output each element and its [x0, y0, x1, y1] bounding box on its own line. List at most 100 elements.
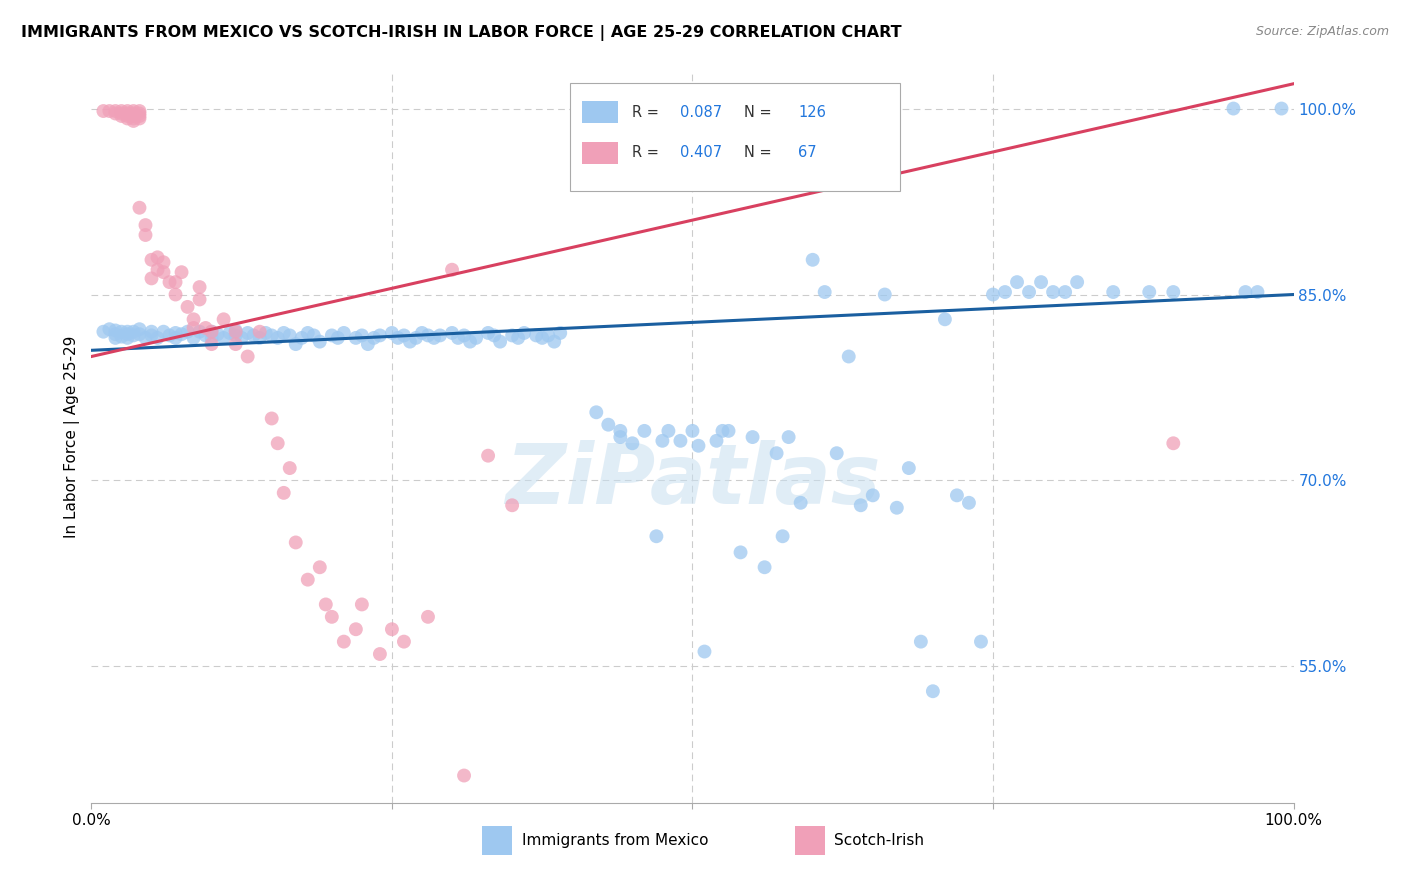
- Text: IMMIGRANTS FROM MEXICO VS SCOTCH-IRISH IN LABOR FORCE | AGE 25-29 CORRELATION CH: IMMIGRANTS FROM MEXICO VS SCOTCH-IRISH I…: [21, 25, 901, 41]
- Point: [267, 331, 290, 345]
- Point: [392, 328, 415, 343]
- Point: [104, 106, 127, 120]
- Point: [128, 201, 150, 215]
- Text: 67: 67: [799, 145, 817, 160]
- Point: [134, 331, 156, 345]
- Point: [344, 622, 367, 636]
- Point: [693, 644, 716, 658]
- Text: 0.087: 0.087: [681, 105, 723, 120]
- Point: [159, 328, 181, 343]
- Point: [308, 334, 330, 349]
- Point: [717, 424, 740, 438]
- Point: [152, 265, 174, 279]
- Point: [165, 275, 187, 289]
- Point: [957, 496, 980, 510]
- Bar: [482, 826, 512, 855]
- Point: [458, 334, 481, 349]
- Point: [326, 331, 349, 345]
- Point: [657, 424, 679, 438]
- Point: [284, 337, 307, 351]
- Point: [405, 331, 427, 345]
- Point: [183, 331, 205, 345]
- Point: [117, 327, 139, 342]
- Point: [1246, 285, 1268, 299]
- Text: 0.407: 0.407: [681, 145, 723, 160]
- Point: [297, 326, 319, 340]
- Point: [110, 103, 132, 118]
- Point: [399, 334, 422, 349]
- Point: [849, 498, 872, 512]
- Point: [645, 529, 668, 543]
- Point: [260, 411, 283, 425]
- Point: [194, 321, 217, 335]
- Point: [477, 449, 499, 463]
- Point: [273, 326, 295, 340]
- Point: [416, 610, 439, 624]
- Point: [117, 106, 139, 120]
- Point: [122, 112, 145, 126]
- Point: [897, 461, 920, 475]
- Point: [543, 334, 565, 349]
- Point: [122, 106, 145, 120]
- Point: [93, 325, 115, 339]
- Point: [1066, 275, 1088, 289]
- Point: [267, 436, 290, 450]
- Point: [321, 328, 343, 343]
- Point: [873, 287, 896, 301]
- Point: [1161, 436, 1184, 450]
- Point: [741, 430, 763, 444]
- Point: [165, 326, 187, 340]
- Point: [886, 500, 908, 515]
- Point: [333, 634, 356, 648]
- Point: [994, 285, 1017, 299]
- Point: [633, 424, 655, 438]
- Point: [134, 227, 156, 242]
- Point: [453, 328, 475, 343]
- Point: [392, 634, 415, 648]
- Point: [350, 598, 373, 612]
- Point: [357, 337, 380, 351]
- Point: [423, 331, 446, 345]
- Point: [688, 439, 710, 453]
- Point: [242, 328, 264, 343]
- Point: [621, 436, 644, 450]
- Point: [501, 498, 523, 512]
- Point: [315, 598, 337, 612]
- Point: [730, 545, 752, 559]
- Point: [1005, 275, 1028, 289]
- Point: [922, 684, 945, 698]
- Point: [1270, 102, 1292, 116]
- Text: N =: N =: [744, 105, 776, 120]
- Point: [128, 112, 150, 126]
- Point: [862, 488, 884, 502]
- Point: [93, 103, 115, 118]
- Point: [104, 331, 127, 345]
- Bar: [794, 826, 825, 855]
- Point: [531, 331, 554, 345]
- Point: [117, 109, 139, 123]
- Point: [254, 326, 277, 340]
- Point: [218, 326, 240, 340]
- Point: [122, 109, 145, 123]
- Point: [814, 285, 837, 299]
- Point: [1054, 285, 1077, 299]
- Text: 126: 126: [799, 105, 827, 120]
- Point: [212, 331, 235, 345]
- Point: [122, 328, 145, 343]
- Point: [789, 496, 811, 510]
- Point: [284, 535, 307, 549]
- Point: [146, 250, 169, 264]
- Point: [368, 328, 391, 343]
- Point: [477, 326, 499, 340]
- Point: [152, 255, 174, 269]
- Point: [183, 321, 205, 335]
- Point: [128, 327, 150, 342]
- Point: [772, 529, 794, 543]
- Point: [447, 331, 470, 345]
- Point: [934, 312, 956, 326]
- Point: [482, 328, 505, 343]
- Text: R =: R =: [633, 105, 664, 120]
- Point: [1161, 285, 1184, 299]
- Point: [212, 312, 235, 326]
- Point: [117, 325, 139, 339]
